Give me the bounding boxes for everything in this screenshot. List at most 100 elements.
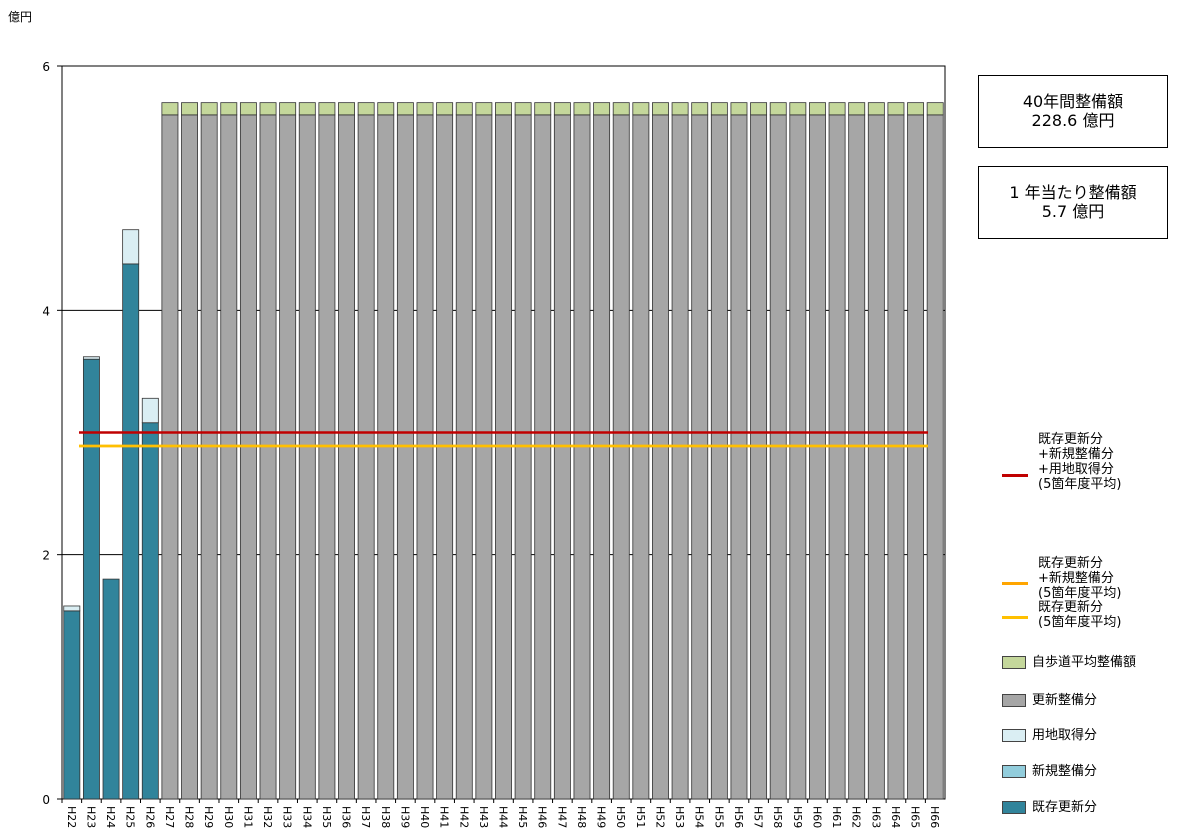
x-tick-label: H54 (693, 806, 706, 828)
legend-new-swatch (1002, 765, 1026, 778)
x-tick-label: H49 (595, 806, 608, 828)
bar-segment (220, 102, 238, 116)
legend-land-swatch (1002, 729, 1026, 742)
x-tick-label: H41 (438, 806, 451, 828)
bar-segment (691, 102, 709, 116)
bar-segment (122, 229, 140, 265)
bar-segment (769, 114, 787, 800)
bar-segment (730, 114, 748, 800)
x-tick-label: H58 (771, 806, 784, 828)
legend-yellow-text-2: (5箇年度平均) (1038, 615, 1122, 630)
legend-average-swatch (1002, 656, 1026, 669)
legend-red-text-2: +新規整備分 (1038, 447, 1114, 462)
bar-segment (593, 102, 611, 116)
x-tick-label: H25 (124, 806, 137, 828)
bar-segment (357, 114, 375, 800)
x-tick-label: H62 (850, 806, 863, 828)
bar-segment (377, 114, 395, 800)
bar-segment (200, 102, 218, 116)
bar-segment (239, 114, 257, 800)
bar-segment (82, 356, 100, 360)
bar-segment (220, 114, 238, 800)
bar-segment (298, 102, 316, 116)
y-axis-unit-label: 億円 (8, 10, 33, 24)
bar-segment (750, 102, 768, 116)
legend-red-line-label: 既存更新分 +新規整備分 +用地取得分 (5箇年度平均) (1038, 432, 1121, 492)
bar-segment (181, 102, 198, 116)
bar-segment (612, 114, 630, 800)
x-tick-label: H46 (536, 806, 549, 828)
bar-segment (573, 102, 591, 116)
annual-amount-title: 1 年当たり整備額 (1009, 183, 1137, 202)
bar-segment (338, 114, 355, 800)
bar-segment (377, 102, 395, 116)
x-tick-label: H29 (202, 806, 215, 828)
bar-segment (338, 102, 355, 116)
bar-segment (671, 102, 689, 116)
bar-segment (691, 114, 709, 800)
bar-segment (259, 102, 277, 116)
bar-segment (102, 578, 120, 800)
bar-segment (495, 114, 512, 800)
y-tick-label: 2 (42, 549, 50, 563)
x-tick-label: H64 (889, 806, 902, 828)
x-tick-label: H40 (418, 806, 431, 828)
bar-segment (710, 102, 728, 116)
x-tick-label: H52 (653, 806, 666, 828)
bar-segment (200, 114, 218, 800)
x-tick-label: H56 (732, 806, 745, 828)
bar-segment (318, 102, 336, 116)
bar-segment (632, 114, 650, 800)
bar-segment (318, 114, 336, 800)
bar-segment (455, 102, 473, 116)
x-tick-label: H65 (909, 806, 922, 828)
x-tick-label: H44 (497, 806, 510, 828)
legend-orange-text-1: 既存更新分 (1038, 556, 1104, 571)
x-tick-label: H26 (143, 806, 156, 828)
x-tick-label: H43 (477, 806, 490, 828)
x-tick-label: H47 (555, 806, 568, 828)
bar-segment (141, 422, 159, 800)
legend-average-label: 自歩道平均整備額 (1032, 655, 1137, 670)
legend-new-label: 新規整備分 (1032, 764, 1098, 779)
x-tick-label: H32 (261, 806, 274, 828)
bar-segment (750, 114, 768, 800)
x-tick-label: H38 (379, 806, 392, 828)
x-tick-label: H66 (928, 806, 941, 828)
legend-orange-text-3: (5箇年度平均) (1038, 586, 1122, 601)
y-tick-label: 0 (42, 793, 50, 807)
bar-segment (122, 263, 140, 800)
x-tick-label: H37 (359, 806, 372, 828)
x-tick-label: H55 (712, 806, 725, 828)
y-tick-label: 4 (42, 304, 50, 318)
bar-segment (789, 114, 807, 800)
bar-segment (495, 102, 512, 116)
legend-orange-line-label: 既存更新分 +新規整備分 (5箇年度平均) (1038, 556, 1121, 601)
bar-segment (436, 102, 454, 116)
bar-segment (514, 114, 532, 800)
bar-segment (279, 102, 297, 116)
x-tick-label: H30 (222, 806, 235, 828)
legend-red-text-4: (5箇年度平均) (1038, 477, 1122, 492)
legend-yellow-line-label: 既存更新分 (5箇年度平均) (1038, 600, 1121, 630)
bar-segment (455, 114, 473, 800)
x-tick-label: H22 (65, 806, 78, 828)
y-tick-label: 6 (42, 60, 50, 74)
x-tick-label: H23 (84, 806, 97, 828)
bar-segment (612, 102, 630, 116)
bar-segment (632, 102, 650, 116)
bar-segment (161, 114, 179, 800)
legend-yellow-text-1: 既存更新分 (1038, 600, 1104, 615)
bar-segment (239, 102, 257, 116)
legend-existing-label: 既存更新分 (1032, 800, 1098, 815)
bar-segment (534, 102, 552, 116)
annual-amount-box: 1 年当たり整備額 5.7 億円 (978, 166, 1168, 239)
bar-segment (298, 114, 316, 800)
bar-segment (181, 114, 198, 800)
bar-segment (593, 114, 611, 800)
bar-segment (809, 102, 826, 116)
bar-segment (573, 114, 591, 800)
bar-segment (671, 114, 689, 800)
x-tick-label: H27 (163, 806, 176, 828)
bar-segment (710, 114, 728, 800)
